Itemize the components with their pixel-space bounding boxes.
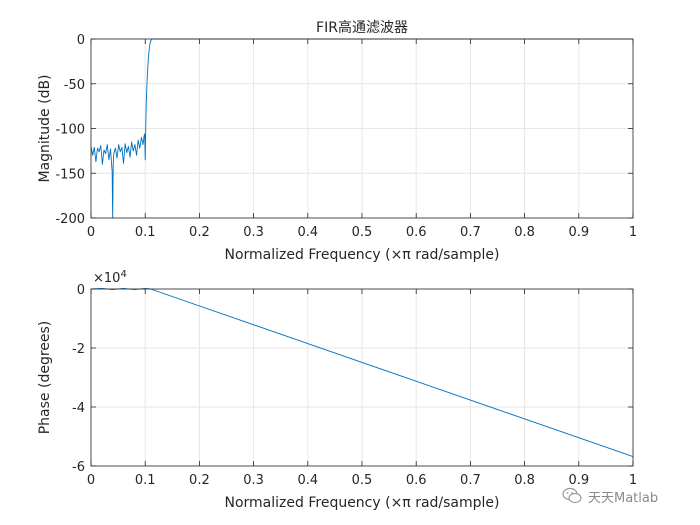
chart1-y-tick-label-4: -200: [55, 212, 85, 227]
chart2-x-tick-label-1: 0.1: [135, 473, 156, 488]
chart1-y-tick-label-3: -150: [55, 167, 85, 182]
chart2-x-tick-label-6: 0.6: [406, 473, 427, 488]
chart2-x-tick-label-4: 0.4: [297, 473, 318, 488]
chart2-x-tick-label-2: 0.2: [189, 473, 210, 488]
chart2-y-axis-label: Phase (degrees): [37, 321, 53, 435]
chart1-y-tick-label-2: -100: [55, 123, 85, 138]
chart2-y-tick-label-3: -6: [72, 460, 85, 475]
chart1-x-tick-label-8: 0.8: [514, 225, 535, 240]
chart1-x-tick-label-0: 0: [87, 225, 95, 240]
chart1-title: FIR高通滤波器: [316, 19, 408, 36]
chart1-x-tick-label-3: 0.3: [243, 225, 264, 240]
chart2-x-tick-label-7: 0.7: [460, 473, 481, 488]
chart1-x-tick-label-4: 0.4: [297, 225, 318, 240]
chart1-x-tick-label-6: 0.6: [406, 225, 427, 240]
chart2-x-tick-label-5: 0.5: [352, 473, 373, 488]
chart2-y-tick-label-2: -4: [72, 401, 85, 416]
chart1-x-tick-label-5: 0.5: [352, 225, 373, 240]
watermark-text: 天天Matlab: [588, 490, 659, 506]
chart1-x-axis-label: Normalized Frequency (×π rad/sample): [225, 247, 500, 263]
wechat-icon: [562, 487, 582, 504]
chart1-x-tick-label-7: 0.7: [460, 225, 481, 240]
chart2-x-tick-label-8: 0.8: [514, 473, 535, 488]
chart1-x-tick-label-1: 0.1: [135, 225, 156, 240]
chart2-x-tick-label-3: 0.3: [243, 473, 264, 488]
chart2-y-exponent-label: ×104: [93, 269, 127, 286]
chart2-y-tick-label-1: -2: [72, 342, 85, 357]
chart2-x-tick-label-10: 1: [629, 473, 637, 488]
chart2-y-tick-label-0: 0: [77, 283, 85, 298]
chart1-y-axis-label: Magnitude (dB): [37, 74, 53, 182]
chart2-x-tick-label-0: 0: [87, 473, 95, 488]
chart1-x-tick-label-10: 1: [629, 225, 637, 240]
chart2-x-tick-label-9: 0.9: [568, 473, 589, 488]
watermark: 天天Matlab: [562, 486, 658, 506]
chart1-x-tick-label-2: 0.2: [189, 225, 210, 240]
chart2-x-axis-label: Normalized Frequency (×π rad/sample): [225, 495, 500, 511]
chart1-y-tick-label-0: 0: [77, 33, 85, 48]
chart1-x-tick-label-9: 0.9: [568, 225, 589, 240]
chart1-y-tick-label-1: -50: [64, 78, 85, 93]
